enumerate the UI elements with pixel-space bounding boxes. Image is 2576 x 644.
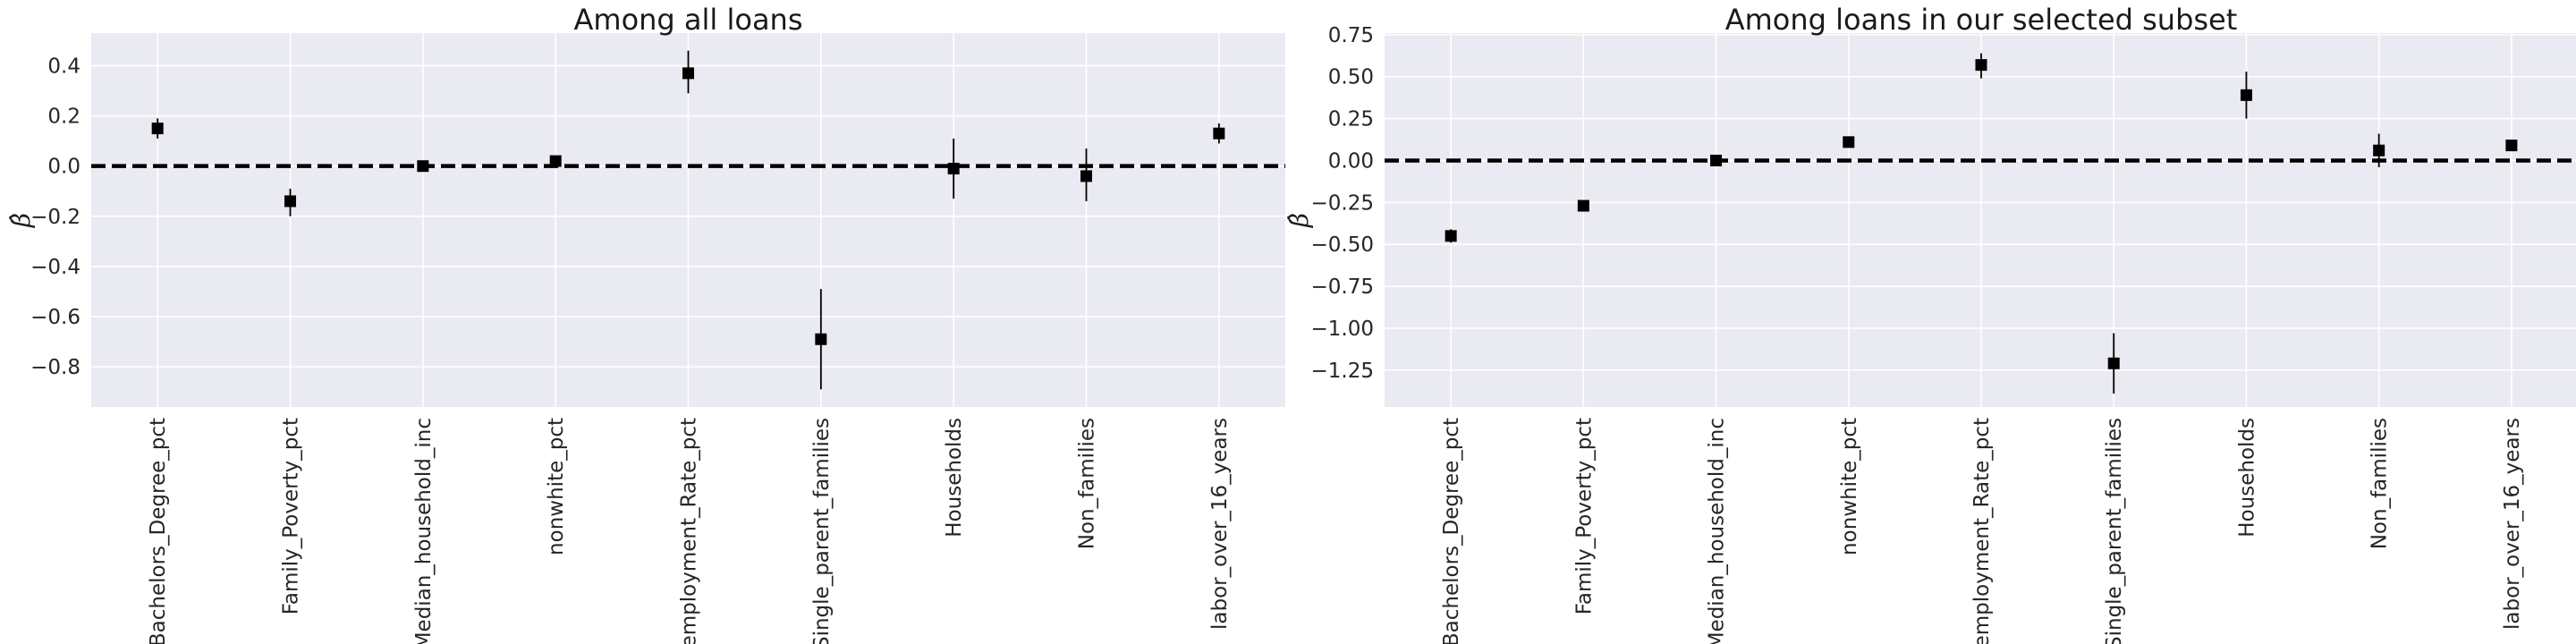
y-tick-label: −1.25 (1311, 360, 1374, 383)
data-point (1577, 199, 1589, 212)
x-tick-label: Households (943, 418, 966, 538)
y-tick-label: 0.00 (1328, 149, 1374, 173)
data-point (682, 67, 694, 80)
y-tick-label: −0.25 (1311, 191, 1374, 215)
x-tick-label: Unemployment_Rate_pct (678, 418, 701, 644)
data-point (2505, 140, 2518, 152)
x-tick-label: labor_over_16_years (2501, 418, 2524, 630)
x-tick-label: Households (2235, 418, 2258, 538)
data-point (1710, 154, 1723, 166)
x-tick-label: Bachelors_Degree_pct (147, 418, 170, 644)
data-point (549, 155, 562, 167)
data-point (815, 333, 827, 345)
x-tick-label: Single_parent_families (2103, 418, 2126, 644)
x-tick-label: Single_parent_families (810, 418, 834, 644)
data-point (1080, 170, 1092, 182)
x-tick-label: Median_household_inc (1706, 418, 1729, 644)
data-point (1213, 127, 1225, 140)
chart-title: Among loans in our selected subset (1725, 3, 2238, 37)
x-tick-label: labor_over_16_years (1208, 418, 1232, 630)
data-point (151, 123, 164, 135)
y-tick-label: 0.25 (1328, 108, 1374, 131)
y-tick-label: 0.4 (47, 55, 80, 78)
y-tick-label: −0.75 (1311, 275, 1374, 299)
data-point (1975, 59, 1987, 72)
chart-title: Among all loans (574, 3, 803, 37)
y-tick-label: −0.4 (30, 256, 80, 279)
x-tick-label: nonwhite_pct (1838, 418, 1861, 555)
data-point (2107, 357, 2120, 369)
data-point (2373, 144, 2385, 157)
y-tick-label: −1.00 (1311, 318, 1374, 341)
data-point (417, 160, 429, 173)
y-axis-label: β̂ (1284, 213, 1314, 228)
y-tick-label: −0.6 (30, 306, 80, 329)
y-tick-label: 0.2 (47, 106, 80, 129)
y-tick-label: −0.50 (1311, 233, 1374, 257)
x-tick-label: nonwhite_pct (545, 418, 568, 555)
x-tick-label: Bachelors_Degree_pct (1440, 418, 1463, 644)
chart-panel-1: 0.4 0.2 0.0 −0.2 −0.4 −0.6 −0.8 Bachelors_Degre… (6, 3, 1285, 644)
data-point (284, 195, 296, 208)
x-tick-label: Family_Poverty_pct (280, 418, 303, 614)
y-tick-label: −0.2 (30, 206, 80, 229)
x-tick-label: Non_families (1076, 418, 1099, 549)
x-tick-label: Median_household_inc (412, 418, 436, 644)
data-point (1445, 230, 1457, 242)
y-tick-label: 0.75 (1328, 24, 1374, 47)
x-tick-label: Unemployment_Rate_pct (1970, 418, 1994, 644)
x-tick-label: Non_families (2368, 418, 2392, 549)
y-tick-label: −0.8 (30, 356, 80, 379)
y-tick-label: 0.0 (47, 156, 80, 179)
x-tick-label: Family_Poverty_pct (1572, 418, 1596, 614)
y-tick-label: 0.50 (1328, 66, 1374, 89)
y-axis-label: β̂ (6, 213, 36, 228)
chart-panel-2: 0.75 0.50 0.25 0.00 −0.25 −0.50 −0.75 −1.00 −1.2… (1284, 3, 2576, 644)
plot-background (1385, 33, 2576, 407)
data-point (2240, 89, 2252, 101)
data-point (1843, 136, 1855, 148)
data-point (947, 162, 960, 174)
